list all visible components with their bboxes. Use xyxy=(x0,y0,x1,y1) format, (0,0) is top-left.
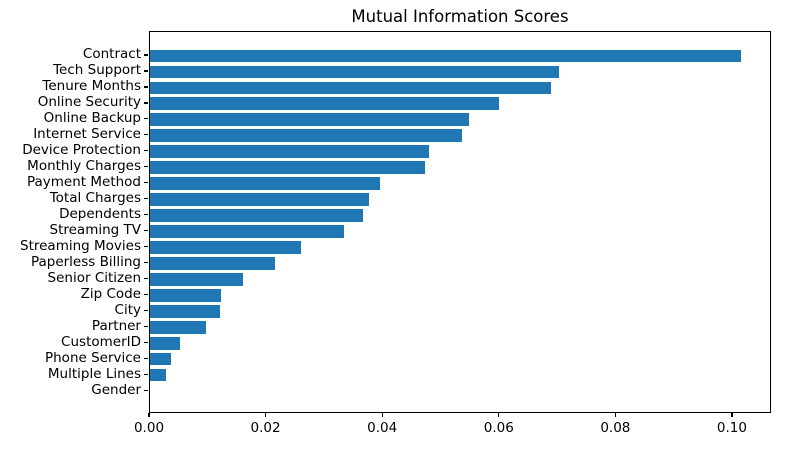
y-tick-mark xyxy=(144,309,148,311)
y-tick-label: Online Security xyxy=(37,94,141,111)
y-tick-mark xyxy=(144,102,148,104)
bar xyxy=(150,97,499,111)
x-tick-label: 0.04 xyxy=(367,420,398,436)
y-tick-mark xyxy=(144,198,148,200)
y-tick-label: CustomerID xyxy=(61,333,141,350)
y-tick-label: Streaming TV xyxy=(49,221,142,238)
y-tick-label: Streaming Movies xyxy=(20,237,141,254)
y-tick-label: Paperless Billing xyxy=(30,253,141,270)
y-tick-label: Total Charges xyxy=(49,190,141,207)
y-tick-mark xyxy=(144,341,148,343)
y-tick-mark xyxy=(144,229,148,232)
y-tick-label: Payment Method xyxy=(26,174,141,191)
y-tick-mark xyxy=(144,389,148,391)
bar xyxy=(150,272,243,286)
bar xyxy=(150,304,220,318)
y-tick-label: Device Protection xyxy=(22,142,141,159)
bar xyxy=(150,225,345,238)
bar xyxy=(150,129,462,143)
x-tick-mark xyxy=(614,413,616,417)
y-tick-mark xyxy=(144,134,148,136)
y-tick-mark xyxy=(144,54,148,56)
bar xyxy=(150,368,166,382)
y-tick-mark xyxy=(144,373,148,375)
x-tick-label: 0.08 xyxy=(600,420,631,436)
x-tick-label: 0.10 xyxy=(716,420,747,436)
bar xyxy=(150,352,171,366)
bar xyxy=(150,81,552,95)
y-tick-label: Zip Code xyxy=(80,285,141,302)
plot-area xyxy=(149,31,771,413)
bar xyxy=(150,113,469,127)
x-tick-label: 0.00 xyxy=(133,420,165,436)
x-tick-mark xyxy=(264,413,267,417)
x-tick-mark xyxy=(731,413,733,417)
y-tick-label: Senior Citizen xyxy=(47,269,141,286)
y-tick-mark xyxy=(144,166,148,168)
bar xyxy=(150,193,369,206)
bar xyxy=(150,49,741,63)
x-tick-mark xyxy=(381,413,383,417)
y-tick-label: Contract xyxy=(82,46,141,63)
y-tick-label: Dependents xyxy=(59,206,141,223)
y-tick-label: Gender xyxy=(91,381,141,398)
y-tick-label: Internet Service xyxy=(33,126,141,143)
bar xyxy=(150,288,222,302)
y-tick-label: Online Backup xyxy=(43,110,141,127)
bar xyxy=(150,209,364,222)
bar xyxy=(150,145,430,159)
x-tick-label: 0.02 xyxy=(250,420,281,436)
y-tick-mark xyxy=(144,118,148,120)
y-tick-label: Partner xyxy=(91,317,141,334)
y-tick-mark xyxy=(144,150,148,152)
bar xyxy=(150,257,276,270)
y-tick-mark xyxy=(144,293,148,295)
y-tick-mark xyxy=(144,214,148,216)
y-tick-label: Tenure Months xyxy=(42,78,141,95)
y-axis-labels: Contract Tech Support Tenure Months Online … xyxy=(0,31,141,413)
y-tick-label: Phone Service xyxy=(44,349,141,366)
y-tick-mark xyxy=(144,325,148,327)
y-tick-mark xyxy=(144,261,148,264)
y-tick-mark xyxy=(144,70,148,72)
bar xyxy=(150,320,206,334)
x-tick-label: 0.06 xyxy=(483,420,514,436)
bar xyxy=(150,177,380,190)
bar xyxy=(150,241,301,254)
y-tick-label: City xyxy=(114,301,141,318)
x-tick-mark xyxy=(498,413,500,417)
x-tick-mark xyxy=(148,413,150,417)
y-tick-label: Tech Support xyxy=(53,62,141,79)
bar xyxy=(150,336,180,350)
y-tick-mark xyxy=(144,182,148,184)
y-tick-mark xyxy=(144,86,148,88)
chart-title: Mutual Information Scores xyxy=(351,7,569,26)
y-tick-mark xyxy=(144,357,148,359)
y-tick-mark xyxy=(144,277,148,280)
y-tick-mark xyxy=(144,245,148,248)
y-tick-label: Monthly Charges xyxy=(27,158,141,175)
bar xyxy=(150,65,560,79)
bar xyxy=(150,161,425,175)
y-tick-label: Multiple Lines xyxy=(47,365,141,382)
